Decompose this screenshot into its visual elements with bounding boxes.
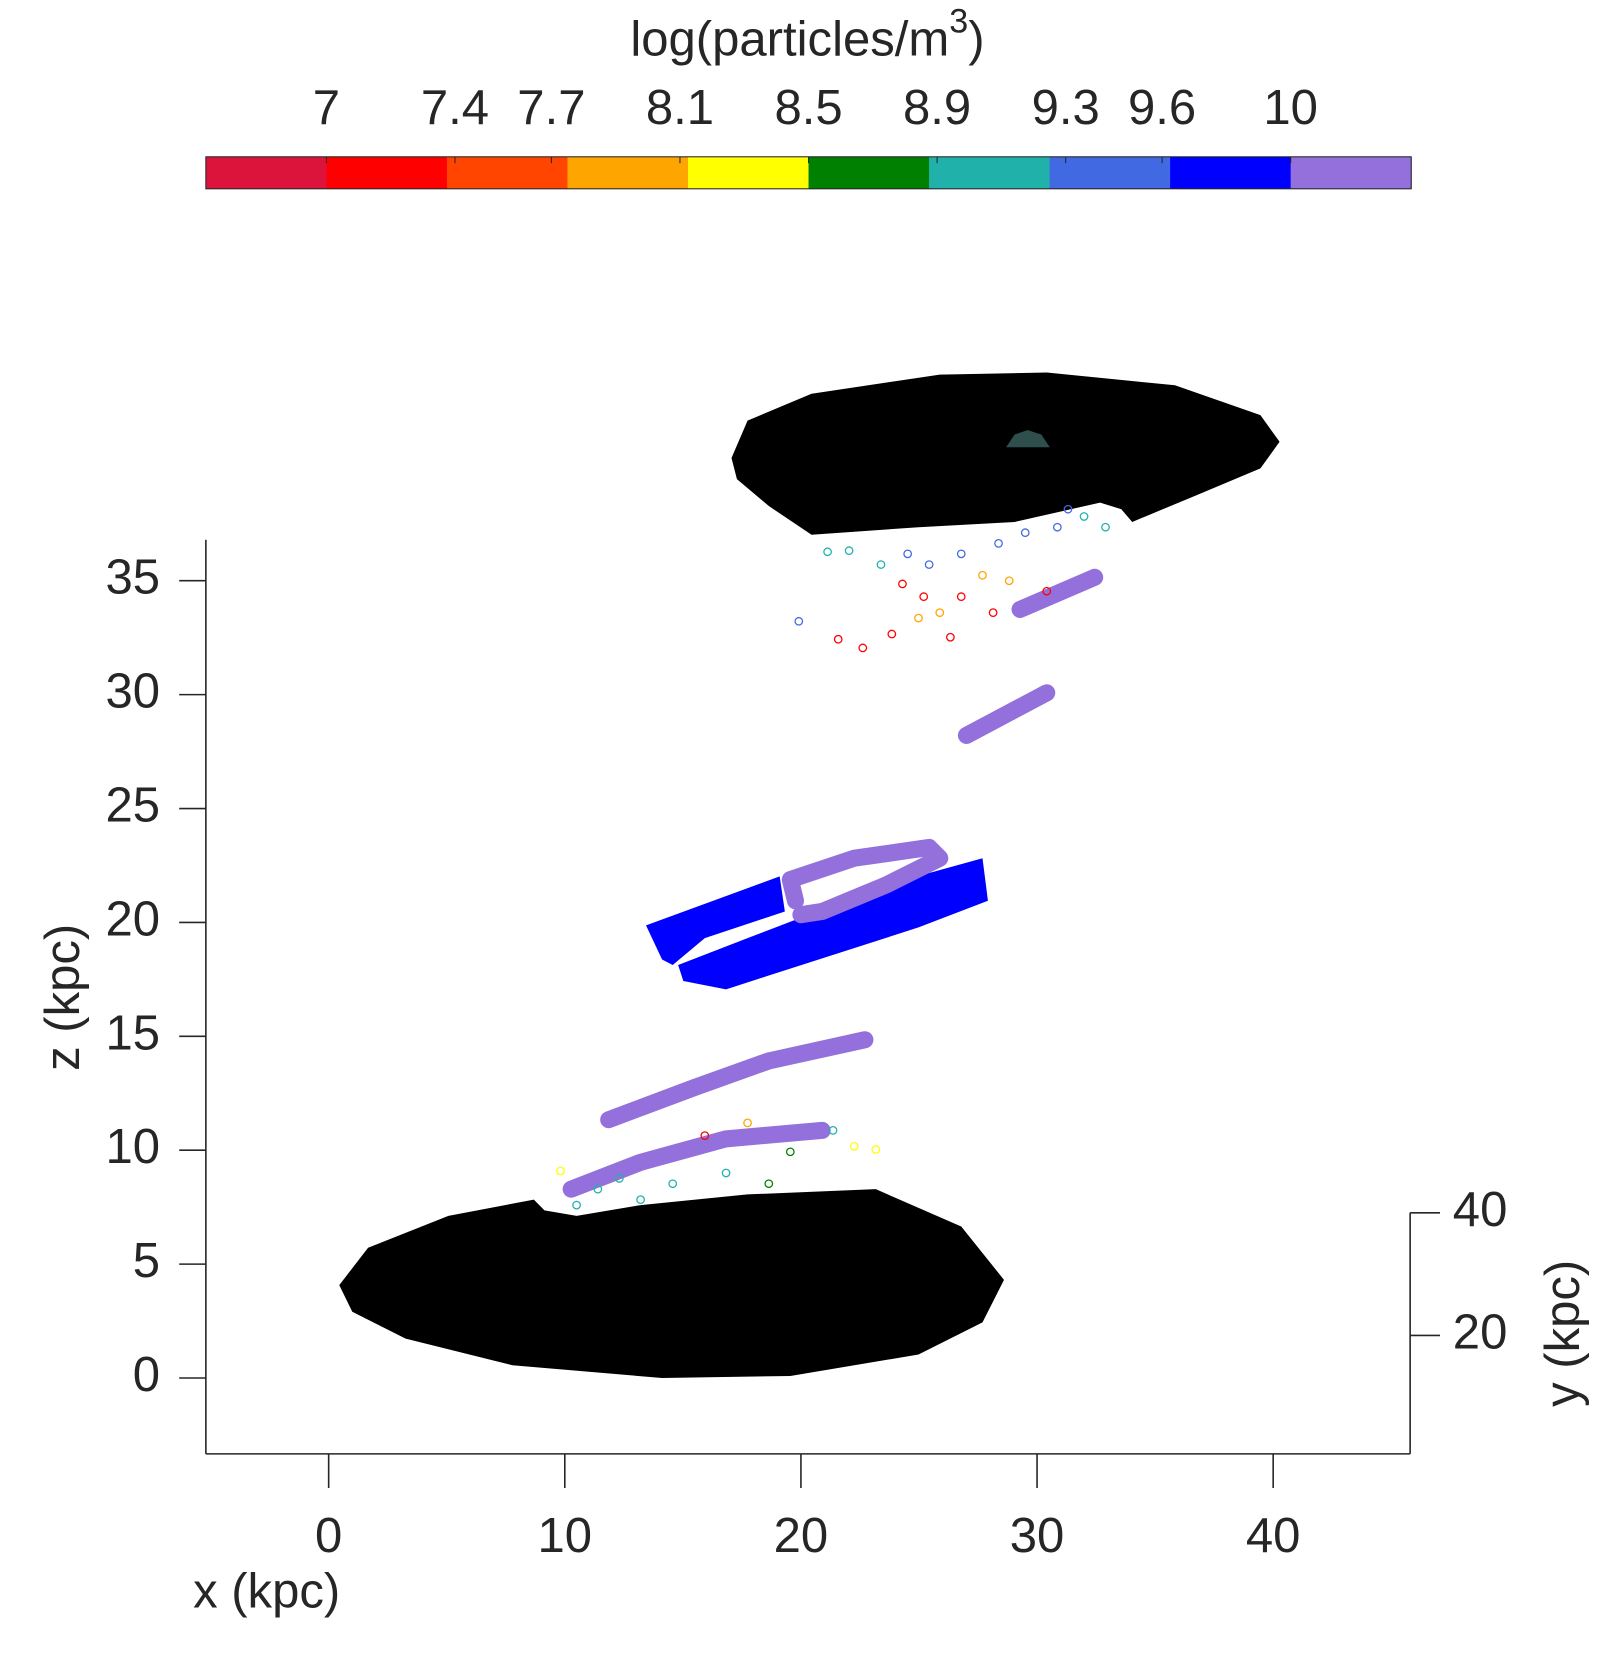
colorbar-label-text: log(particles/m [630, 13, 949, 67]
particle [1101, 522, 1110, 532]
particle [858, 643, 868, 653]
particle [844, 546, 854, 556]
particle [988, 608, 998, 618]
z-tick-label: 10 [105, 1120, 160, 1174]
particle [946, 632, 955, 642]
x-tick-label: 0 [315, 1509, 342, 1563]
particle [956, 549, 966, 559]
z-tick-label: 30 [105, 665, 160, 719]
particle [794, 616, 804, 626]
particle-stream [600, 1031, 874, 1129]
colorbar-tick-label: 8.1 [646, 81, 714, 135]
particle [994, 539, 1003, 548]
x-tick-label: 40 [1246, 1509, 1301, 1563]
z-tick-label: 25 [105, 778, 160, 832]
colorbar-segment [688, 156, 810, 189]
particle [978, 570, 987, 580]
colorbar-label-text: ) [968, 13, 984, 67]
colorbar-segment [1170, 156, 1292, 189]
colorbar-tick-label: 7.4 [421, 81, 489, 135]
colorbar-tick-label: 9.3 [1032, 81, 1100, 135]
particle [1020, 528, 1030, 538]
colorbar-tick-label: 8.9 [903, 81, 971, 135]
colorbar-label: log(particles/m3) [630, 2, 984, 66]
colorbar-tick-label: 7 [313, 81, 340, 135]
y-tick-label: 40 [1453, 1183, 1508, 1237]
particle [919, 592, 929, 602]
particle [1079, 512, 1089, 521]
particle [743, 1118, 752, 1128]
particle [935, 608, 945, 618]
particle [876, 560, 886, 569]
particle [1004, 576, 1014, 586]
particle-region [731, 372, 1280, 535]
colorbar-segment [567, 156, 689, 189]
particle [1042, 586, 1052, 596]
x-tick-label: 20 [774, 1509, 829, 1563]
z-tick-label: 15 [105, 1006, 160, 1060]
particle-stream [957, 684, 1056, 744]
particle-region [646, 876, 785, 966]
particle [833, 634, 843, 644]
particle [924, 560, 934, 569]
x-tick-label: 30 [1010, 1509, 1065, 1563]
colorbar-segment [929, 156, 1051, 189]
x-tick-label: 10 [538, 1509, 593, 1563]
particle [914, 613, 923, 623]
colorbar-segment [1290, 156, 1412, 189]
particle [1063, 504, 1073, 514]
particle [956, 592, 966, 602]
particle [849, 1141, 859, 1151]
z-tick-label: 20 [105, 892, 160, 946]
z-tick-label: 5 [133, 1234, 160, 1288]
colorbar-segment [446, 156, 568, 189]
colorbar-segment [326, 156, 448, 189]
particle [700, 1131, 710, 1141]
particle [871, 1145, 881, 1154]
y-axis-label: y (kpc) [1536, 1260, 1590, 1407]
particle-stream [562, 1121, 831, 1198]
particle [823, 547, 832, 557]
particle [1052, 522, 1062, 532]
colorbar-tick-label: 7.7 [517, 81, 585, 135]
particle [887, 629, 897, 639]
colorbar-segment [205, 156, 327, 189]
particle [785, 1147, 795, 1157]
particle [828, 1126, 838, 1135]
particle-region [678, 858, 988, 990]
colorbar-segment [1049, 156, 1171, 189]
particle [898, 579, 907, 589]
particle-region [339, 1189, 1004, 1379]
z-tick-label: 35 [105, 551, 160, 605]
colorbar-tick-label: 8.5 [774, 81, 842, 135]
particle [636, 1195, 645, 1205]
colorbar-tick-label: 9.6 [1128, 81, 1196, 135]
particle-stream [781, 838, 949, 924]
x-axis-label: x (kpc) [193, 1565, 340, 1619]
particle [593, 1184, 603, 1194]
colorbar-label-superscript: 3 [949, 2, 968, 40]
particle-stream [1011, 568, 1104, 618]
particle [764, 1179, 774, 1189]
colorbar-segment [808, 156, 930, 189]
particle [721, 1168, 731, 1178]
particle [614, 1174, 624, 1183]
z-axis-label: z (kpc) [36, 924, 90, 1071]
colorbar-tick-label: 10 [1263, 81, 1318, 135]
particle [572, 1200, 581, 1210]
z-tick-label: 0 [133, 1348, 160, 1402]
particle [903, 549, 913, 559]
y-tick-label: 20 [1453, 1305, 1508, 1359]
particle-region [1006, 430, 1050, 448]
particle [556, 1166, 565, 1176]
particle [668, 1179, 678, 1189]
